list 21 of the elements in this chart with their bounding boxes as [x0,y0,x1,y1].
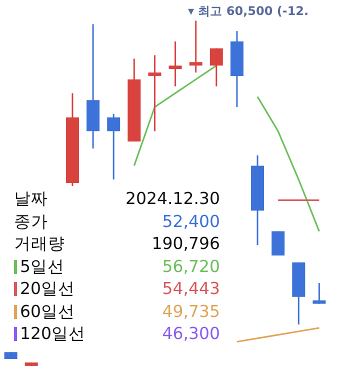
legend-label: 5일선 [19,256,64,278]
candlestick [107,113,120,180]
text: ▾ 최고 60,500 (-12. [188,3,309,20]
candlestick [168,40,182,88]
annotation: 52,400 [162,210,220,232]
legend-label: 60일선 [19,300,75,322]
legend-label: 120일선 [19,323,86,345]
candlestick [312,282,326,305]
candlestick [189,20,202,74]
annotation: 거래량 [14,233,65,255]
annotation: 56,720 [162,256,220,278]
candlestick [210,48,223,88]
legend-label: 20일선 [19,278,75,300]
annotation: 날짜 [14,188,48,210]
annotation: 2024.12.30 [126,188,220,210]
annotation: 49,735 [162,300,220,322]
annotation: 46,300 [162,323,220,345]
annotation: 54,443 [162,278,220,300]
candlestick [148,54,162,132]
annotation: 190,796 [152,233,220,255]
annotation: 종가 [14,210,48,232]
